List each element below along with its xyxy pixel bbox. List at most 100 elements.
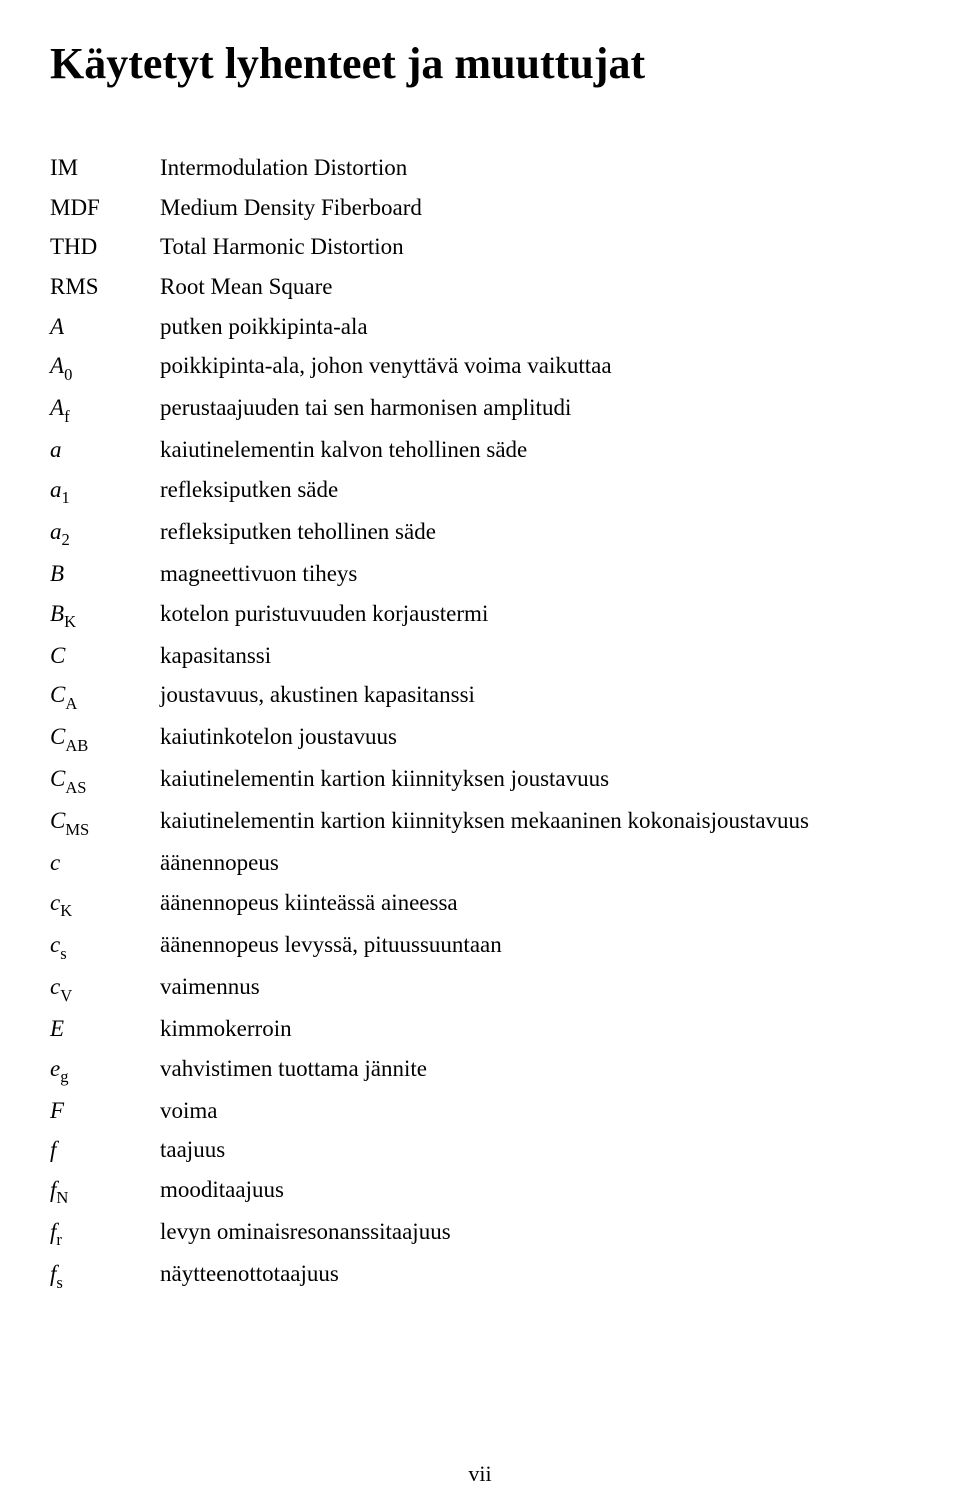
description-cell: kapasitanssi [160, 636, 809, 676]
symbol-cell: a [50, 430, 160, 470]
symbol-cell: cK [50, 883, 160, 925]
symbol-cell: IM [50, 148, 160, 188]
table-row: THDTotal Harmonic Distortion [50, 227, 809, 267]
table-row: f taajuus [50, 1130, 809, 1170]
description-cell: mooditaajuus [160, 1170, 809, 1212]
page-title: Käytetyt lyhenteet ja muuttujat [50, 40, 910, 88]
description-cell: joustavuus, akustinen kapasitanssi [160, 675, 809, 717]
table-row: RMSRoot Mean Square [50, 267, 809, 307]
description-cell: levyn ominaisresonanssitaajuus [160, 1212, 809, 1254]
symbol-subscript: 0 [64, 365, 72, 384]
symbol-cell: a2 [50, 512, 160, 554]
table-row: Ekimmokerroin [50, 1009, 809, 1049]
symbol-subscript: A [65, 694, 77, 713]
description-cell: kaiutinkotelon joustavuus [160, 717, 809, 759]
symbol-subscript: 1 [62, 488, 70, 507]
table-row: CASkaiutinelementin kartion kiinnityksen… [50, 759, 809, 801]
table-row: CABkaiutinkotelon joustavuus [50, 717, 809, 759]
table-row: CMSkaiutinelementin kartion kiinnityksen… [50, 801, 809, 843]
symbol-cell: a1 [50, 470, 160, 512]
symbol-cell: c [50, 843, 160, 883]
description-cell: poikkipinta-ala, johon venyttävä voima v… [160, 346, 809, 388]
symbol-cell: THD [50, 227, 160, 267]
symbol-main: a [50, 437, 62, 462]
symbol-cell: A0 [50, 346, 160, 388]
symbol-subscript: AB [65, 736, 88, 755]
table-row: cKäänennopeus kiinteässä aineessa [50, 883, 809, 925]
description-cell: Medium Density Fiberboard [160, 188, 809, 228]
symbol-main: c [50, 850, 60, 875]
symbol-main: RMS [50, 274, 99, 299]
symbol-main: IM [50, 155, 78, 180]
description-cell: kaiutinelementin kalvon tehollinen säde [160, 430, 809, 470]
table-row: BKkotelon puristuvuuden korjaustermi [50, 594, 809, 636]
symbol-main: a [50, 519, 62, 544]
description-cell: Total Harmonic Distortion [160, 227, 809, 267]
symbol-cell: Af [50, 388, 160, 430]
symbol-cell: CA [50, 675, 160, 717]
table-row: a kaiutinelementin kalvon tehollinen säde [50, 430, 809, 470]
symbol-main: a [50, 477, 62, 502]
symbol-cell: B [50, 554, 160, 594]
symbol-cell: MDF [50, 188, 160, 228]
symbol-main: C [50, 766, 65, 791]
description-cell: äänennopeus levyssä, pituussuuntaan [160, 925, 809, 967]
symbol-subscript: s [60, 944, 66, 963]
table-row: egvahvistimen tuottama jännite [50, 1049, 809, 1091]
table-row: cs äänennopeus levyssä, pituussuuntaan [50, 925, 809, 967]
description-cell: perustaajuuden tai sen harmonisen amplit… [160, 388, 809, 430]
symbol-main: C [50, 682, 65, 707]
symbol-main: c [50, 932, 60, 957]
symbol-main: c [50, 974, 60, 999]
description-cell: näytteenottotaajuus [160, 1254, 809, 1296]
symbol-cell: cV [50, 967, 160, 1009]
description-cell: kaiutinelementin kartion kiinnityksen me… [160, 801, 809, 843]
description-cell: vahvistimen tuottama jännite [160, 1049, 809, 1091]
description-cell: vaimennus [160, 967, 809, 1009]
table-row: Fvoima [50, 1091, 809, 1131]
page-number: vii [0, 1461, 960, 1487]
symbol-subscript: AS [65, 778, 86, 797]
description-cell: voima [160, 1091, 809, 1131]
table-row: A0poikkipinta-ala, johon venyttävä voima… [50, 346, 809, 388]
table-row: a1refleksiputken säde [50, 470, 809, 512]
description-cell: äänennopeus kiinteässä aineessa [160, 883, 809, 925]
symbol-cell: fN [50, 1170, 160, 1212]
symbol-cell: E [50, 1009, 160, 1049]
table-row: fNmooditaajuus [50, 1170, 809, 1212]
description-cell: kotelon puristuvuuden korjaustermi [160, 594, 809, 636]
symbol-subscript: K [60, 901, 72, 920]
symbol-subscript: V [60, 986, 72, 1005]
symbol-cell: CAS [50, 759, 160, 801]
table-row: Afperustaajuuden tai sen harmonisen ampl… [50, 388, 809, 430]
symbol-main: A [50, 314, 64, 339]
symbol-cell: f [50, 1130, 160, 1170]
description-cell: taajuus [160, 1130, 809, 1170]
table-row: Ckapasitanssi [50, 636, 809, 676]
symbol-subscript: f [64, 407, 70, 426]
symbol-main: MDF [50, 195, 100, 220]
symbol-main: B [50, 561, 64, 586]
symbol-main: C [50, 724, 65, 749]
description-cell: Intermodulation Distortion [160, 148, 809, 188]
abbreviations-table: IM Intermodulation Distortion MDF Medium De… [50, 148, 809, 1296]
table-row: a2refleksiputken tehollinen säde [50, 512, 809, 554]
symbol-cell: C [50, 636, 160, 676]
page: Käytetyt lyhenteet ja muuttujat IM Interm… [0, 0, 960, 1509]
symbol-subscript: 2 [62, 530, 70, 549]
symbol-cell: CMS [50, 801, 160, 843]
description-cell: putken poikkipinta-ala [160, 307, 809, 347]
table-row: CAjoustavuus, akustinen kapasitanssi [50, 675, 809, 717]
description-cell: kimmokerroin [160, 1009, 809, 1049]
symbol-cell: CAB [50, 717, 160, 759]
symbol-cell: A [50, 307, 160, 347]
description-cell: magneettivuon tiheys [160, 554, 809, 594]
symbol-main: f [50, 1137, 56, 1162]
description-cell: kaiutinelementin kartion kiinnityksen jo… [160, 759, 809, 801]
table-row: MDF Medium Density Fiberboard [50, 188, 809, 228]
symbol-main: A [50, 353, 64, 378]
symbol-cell: fr [50, 1212, 160, 1254]
symbol-main: e [50, 1056, 60, 1081]
table-row: cäänennopeus [50, 843, 809, 883]
symbol-subscript: MS [65, 820, 89, 839]
